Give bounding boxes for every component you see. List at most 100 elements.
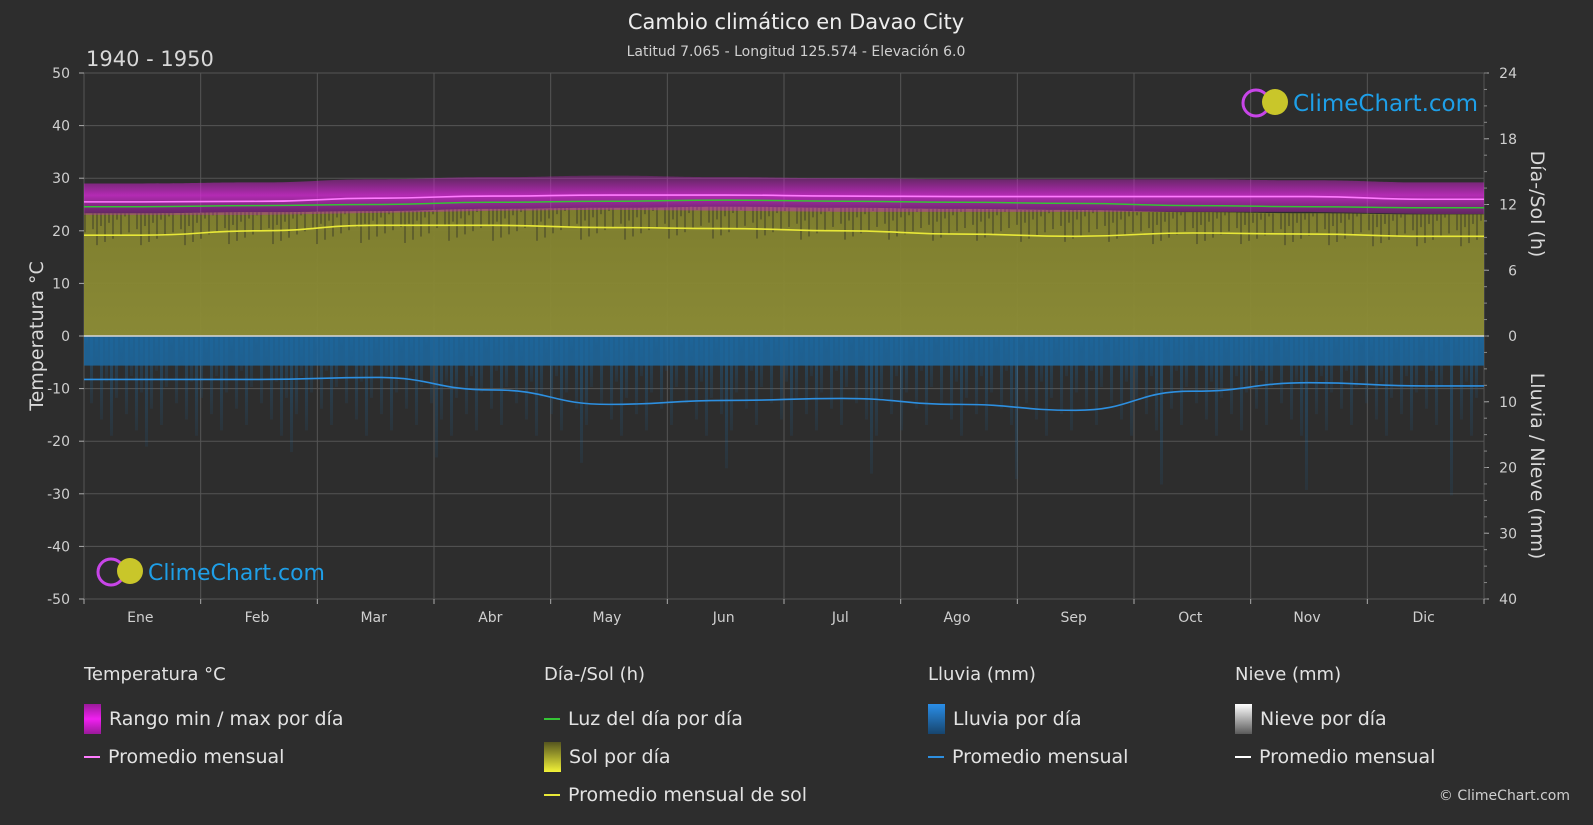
sunshine-day-mark (1132, 209, 1134, 233)
rain-day-mark (1370, 336, 1373, 366)
rain-day-mark (265, 336, 268, 366)
sunshine-day-mark (956, 208, 958, 232)
rain-day-mark (425, 336, 428, 350)
rain-day-mark (585, 336, 588, 425)
sunshine-day-mark (900, 207, 902, 218)
rain-day-mark (1085, 336, 1088, 409)
rain-day-mark (545, 336, 548, 360)
rain-day-mark (995, 336, 998, 355)
rain-day-mark (485, 336, 488, 355)
temp-avg-swatch (84, 756, 100, 758)
rain-day-mark (885, 336, 888, 360)
rain-day-mark (1025, 336, 1028, 404)
legend-item: Nieve por día (1235, 700, 1435, 738)
sunshine-day-mark (148, 213, 150, 242)
rain-day-mark (925, 336, 928, 425)
rain-day-mark (525, 336, 528, 420)
rain-day-mark (1090, 336, 1093, 371)
rain-day-mark (1065, 336, 1068, 377)
rain-day-mark (1020, 336, 1023, 350)
rain-day-mark (1125, 336, 1128, 382)
chart-subtitle: Latitud 7.065 - Longitud 125.574 - Eleva… (627, 44, 966, 60)
rain-day-mark (1305, 336, 1308, 490)
rain-day-mark (245, 336, 248, 425)
sunshine-day-mark (1228, 212, 1230, 232)
legend-temperature-title: Temperatura °C (84, 664, 226, 685)
axis-ticks: 50 40 30 20 10 0 -10 -20 -30 -40 -50 24 18 12 6 0 10 20 30… (47, 66, 1517, 626)
sunshine-day-mark (684, 206, 686, 233)
rain-day-mark (1235, 336, 1238, 377)
rain-day-mark (540, 336, 543, 398)
right-bottom-tick-label: 30 (1499, 526, 1517, 542)
right-bottom-tick-label: 40 (1499, 592, 1517, 608)
sunshine-day-mark (1196, 212, 1198, 245)
legend-item: Promedio mensual de sol (544, 776, 807, 814)
rain-day-mark (1185, 336, 1188, 388)
sunshine-day-mark (216, 212, 218, 232)
sunshine-day-mark (280, 212, 282, 241)
rain-day-mark (1440, 336, 1443, 388)
rain-day-mark (610, 336, 613, 420)
sunshine-day-mark (1316, 213, 1318, 233)
sunshine-day-mark (200, 213, 202, 239)
sunshine-day-mark (780, 206, 782, 230)
rain-day-mark (725, 336, 728, 469)
rain-day-mark (1145, 336, 1148, 415)
data-lines (84, 194, 1484, 412)
rain-day-mark (140, 336, 143, 393)
rain-day-mark (1035, 336, 1038, 420)
sunshine-day-mark (1300, 213, 1302, 239)
rain-day-mark (260, 336, 263, 404)
rain-day-mark (1155, 336, 1158, 431)
legend-item-label: Promedio mensual (952, 746, 1129, 768)
rain-day-mark (670, 336, 673, 425)
rain-day-mark (710, 336, 713, 398)
sunshine-day-mark (1136, 212, 1138, 216)
sunshine-day-mark (1220, 212, 1222, 235)
sunshine-day-mark (512, 208, 514, 216)
rain-day-mark (240, 336, 243, 371)
sunshine-day-mark (980, 208, 982, 222)
sunshine-day-mark (268, 212, 270, 229)
sunshine-day-mark (156, 213, 158, 239)
period-label: 1940 - 1950 (86, 47, 214, 71)
legend-item: Rango min / max por día (84, 700, 343, 738)
rain-day-mark (510, 336, 513, 350)
month-label: Oct (1178, 610, 1203, 626)
rain-day-mark (325, 336, 328, 371)
month-label: Ago (943, 610, 970, 626)
rain-day-mark (360, 336, 363, 382)
sunshine-day-mark (716, 206, 718, 220)
sunshine-day-mark (920, 208, 922, 229)
sunshine-day-mark (1076, 209, 1078, 220)
sunshine-day-mark (1104, 209, 1106, 226)
legend-temperature: Temperatura °C Rango min / max por día P… (84, 662, 343, 776)
sunshine-day-mark (1444, 214, 1446, 218)
sunshine-day-mark (712, 206, 714, 239)
sunshine-day-mark (240, 212, 242, 222)
rain-day-mark (730, 336, 733, 431)
sunshine-day-mark (936, 208, 938, 222)
rain-day-mark (1190, 336, 1193, 350)
sunshine-day-mark (1328, 213, 1330, 246)
sunshine-day-mark (1024, 209, 1026, 223)
sunshine-day-mark (1344, 213, 1346, 239)
sunshine-day-mark (100, 213, 102, 227)
rain-day-mark (1140, 336, 1143, 360)
sunshine-day-mark (1256, 213, 1258, 239)
rain-day-mark (955, 336, 958, 382)
temperature-avg-line (84, 194, 1484, 203)
sunshine-day-mark (1240, 212, 1242, 245)
rain-day-mark (930, 336, 933, 388)
rain-day-mark (765, 336, 768, 350)
rain-day-mark (575, 336, 578, 409)
rain-day-mark (1425, 336, 1428, 409)
rain-day-mark (920, 336, 923, 371)
rain-day-mark (1295, 336, 1298, 382)
rain-day-mark (310, 336, 313, 393)
rain-day-mark (975, 336, 978, 415)
rain-day-mark (180, 336, 183, 366)
rain-day-mark (370, 336, 373, 398)
left-tick-label: -50 (47, 592, 70, 608)
sunshine-day-mark (1260, 213, 1262, 220)
